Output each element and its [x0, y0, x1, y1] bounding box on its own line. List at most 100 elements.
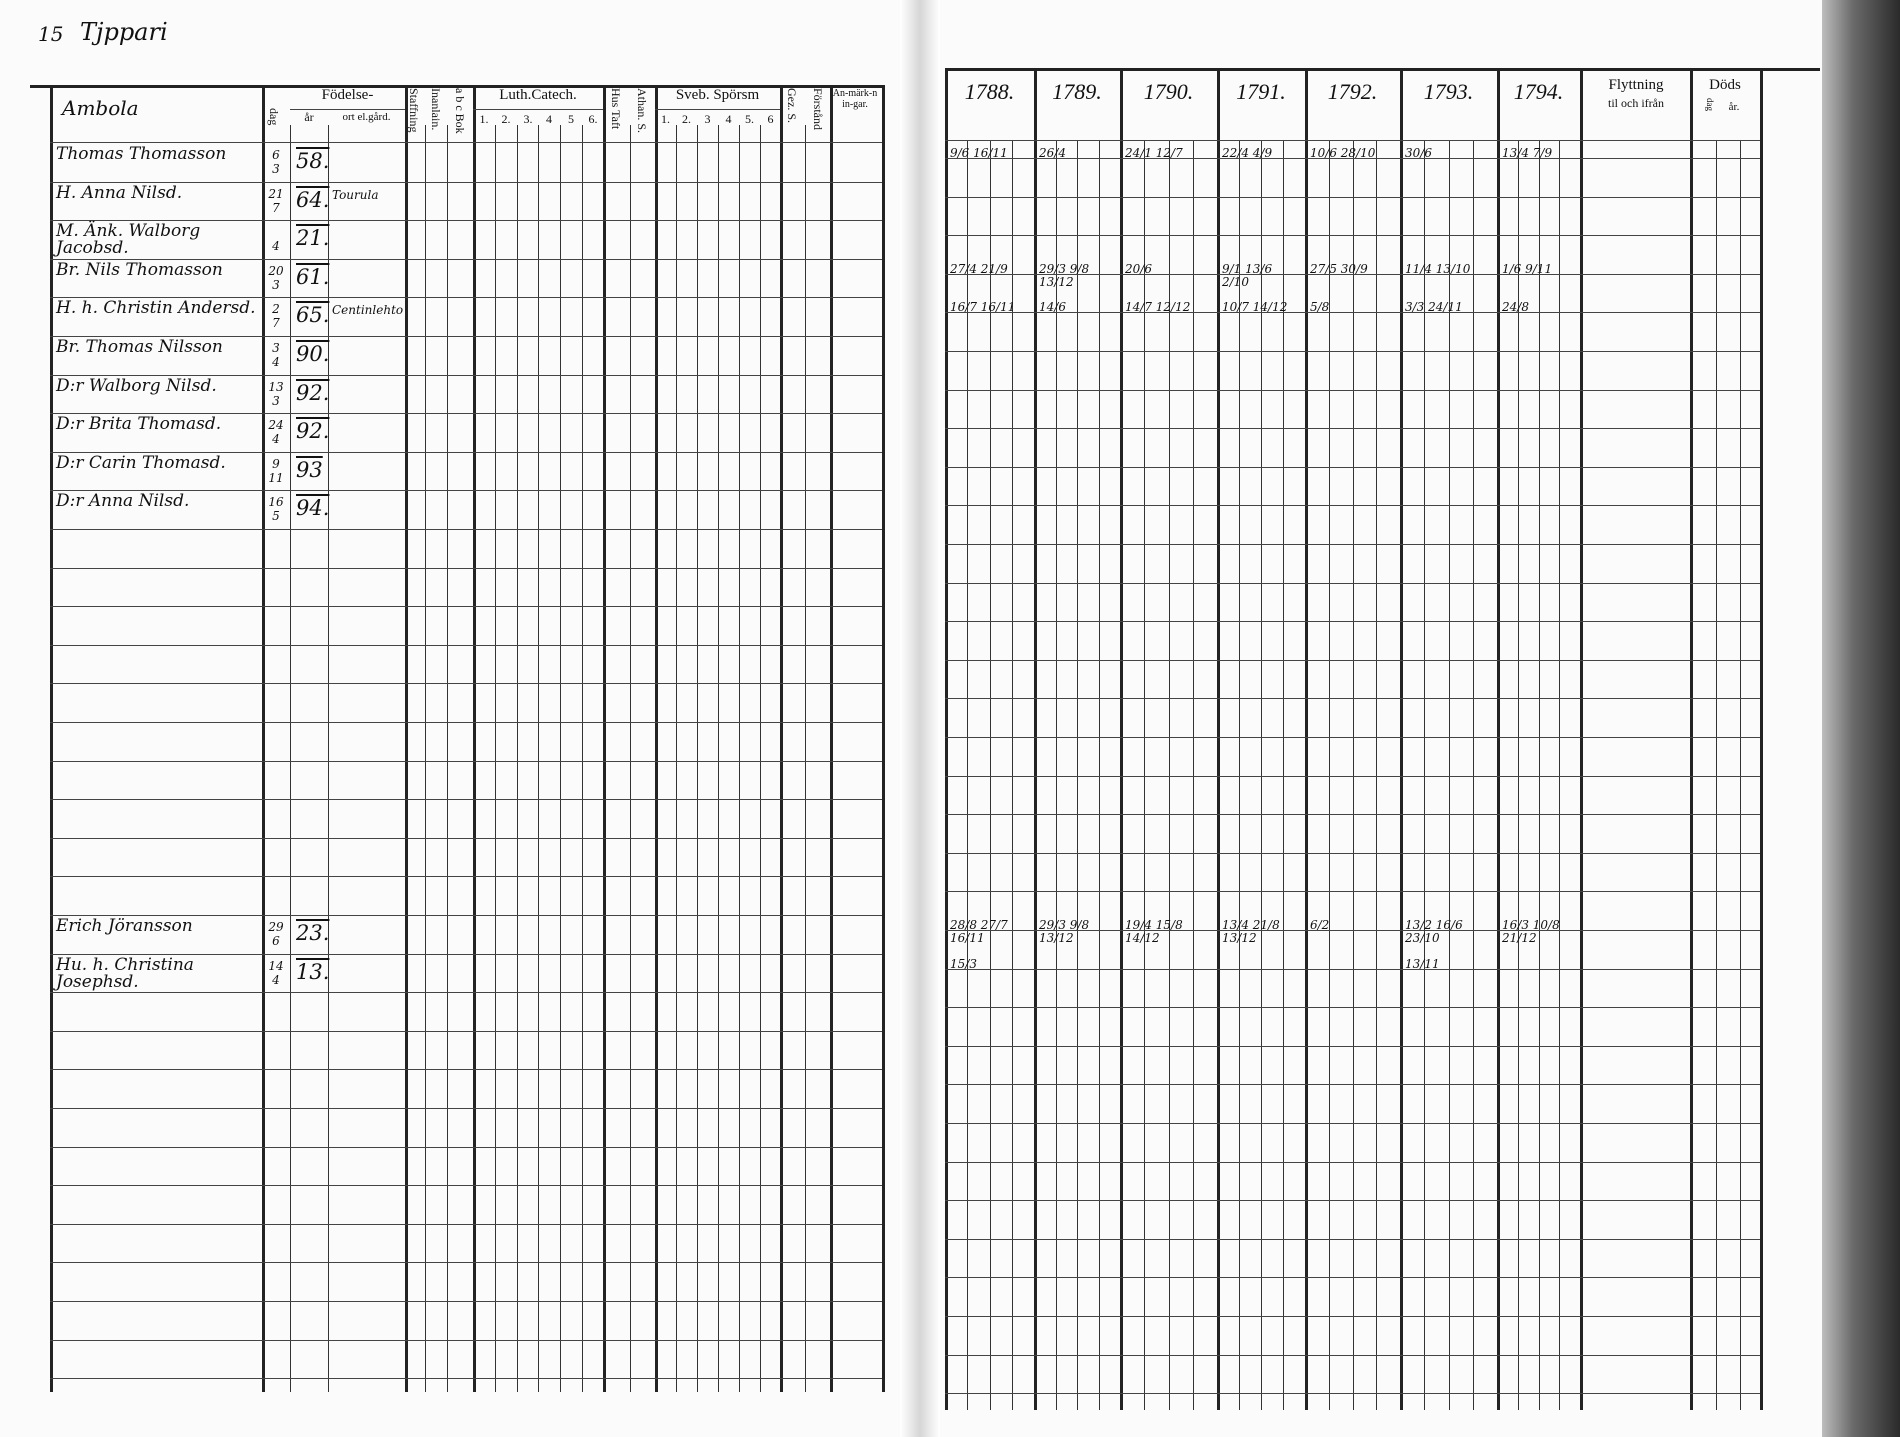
sub-column-rule — [1144, 140, 1146, 1410]
birth-year: 61. — [296, 264, 330, 289]
row-rule — [50, 1339, 882, 1341]
top-rule — [30, 85, 885, 88]
luth-sub-header: 2. — [501, 112, 511, 126]
catechism-mark: 15/3 — [950, 956, 977, 971]
person-name: Br. Nils Thomasson — [56, 259, 223, 280]
sub-column-rule — [1740, 140, 1741, 1410]
header-gez: Gez. S. — [785, 88, 799, 123]
row-rule — [50, 1030, 882, 1032]
catechism-mark: 1/6 9/11 — [1502, 261, 1553, 276]
person-name: D:r Carin Thomasd. — [56, 452, 226, 473]
sub-column-rule — [1011, 140, 1013, 1410]
birth-month: 4 — [272, 972, 280, 987]
sub-column-rule — [967, 140, 969, 1410]
row-rule — [50, 606, 882, 608]
column-rule — [538, 125, 539, 1392]
birth-year: 93 — [296, 457, 323, 482]
row-rule — [945, 1354, 1760, 1356]
year-header: 1789. — [1052, 79, 1102, 104]
row-rule — [945, 1200, 1760, 1202]
catechism-mark: 9/6 16/11 — [950, 146, 1008, 160]
header-ort: ort el.gård. — [342, 111, 391, 123]
person-name: Thomas Thomasson — [56, 144, 227, 164]
column-rule — [560, 125, 561, 1392]
row-rule — [50, 992, 882, 994]
row-rule — [945, 775, 1760, 777]
birth-month: 3 — [272, 393, 280, 408]
catechism-mark: 13/4 7/9 — [1502, 146, 1553, 160]
row-rule — [50, 1185, 882, 1187]
row-rule — [50, 1108, 882, 1109]
person-name: D:r Brita Thomasd. — [56, 414, 222, 435]
header-forstand: Förstånd — [811, 88, 825, 130]
catechism-mark: 30/6 — [1405, 146, 1432, 160]
header-inanlain: Inanlain. — [429, 88, 443, 131]
birth-day: 29 — [268, 920, 284, 934]
year-column-rule — [1217, 68, 1220, 1410]
birth-year: 92. — [296, 419, 330, 444]
header-hus-taft: Hus Taft — [609, 88, 623, 130]
catechism-mark: 27/4 21/9 — [950, 261, 1008, 276]
sveb-sub-header: 2. — [682, 112, 691, 126]
sub-column-rule — [1538, 140, 1540, 1410]
header-ar: år — [304, 110, 314, 124]
sub-column-rule — [1239, 140, 1240, 1410]
header-rule — [945, 140, 1760, 141]
birth-day: 24 — [268, 418, 284, 433]
row-rule — [945, 891, 1760, 893]
row-rule — [50, 451, 882, 453]
header-athan: Athan. S. — [635, 88, 649, 133]
year-header: 1793. — [1423, 79, 1474, 104]
year-column-rule — [1120, 68, 1123, 1410]
place-name: Tjppari — [80, 18, 168, 46]
book-spine — [1822, 0, 1900, 1437]
row-rule — [945, 698, 1760, 700]
catechism-mark: 27/5 30/9 — [1310, 261, 1368, 276]
row-rule — [50, 837, 882, 839]
catechism-mark: 13/11 — [1405, 956, 1440, 971]
row-rule — [50, 181, 882, 183]
header-rule — [50, 142, 882, 143]
catechism-mark: 13/2 16/6 23/10 — [1405, 918, 1463, 945]
row-rule — [945, 930, 1760, 931]
sub-column-rule — [1376, 140, 1378, 1410]
birth-year: 94. — [296, 496, 330, 521]
column-rule — [805, 125, 806, 1392]
year-column-rule — [1497, 68, 1500, 1410]
birth-month: 11 — [268, 470, 284, 485]
birth-month: 3 — [272, 162, 280, 176]
sub-column-rule — [1716, 140, 1717, 1410]
header-dods: Döds — [1709, 77, 1741, 93]
column-rule — [830, 85, 833, 1392]
column-rule — [262, 85, 265, 1392]
header-luth-catech: Luth.Catech. — [499, 87, 577, 103]
person-name: D:r Anna Nilsd. — [56, 491, 190, 512]
column-rule — [50, 85, 53, 1392]
year-column-rule — [1305, 68, 1308, 1410]
row-rule — [945, 235, 1760, 237]
person-name: D:r Walborg Nilsd. — [56, 375, 217, 396]
row-rule — [50, 258, 882, 260]
year-header: 1791. — [1236, 79, 1286, 104]
birth-day: 2 — [272, 302, 280, 317]
birth-month: 4 — [272, 239, 280, 254]
row-rule — [945, 273, 1760, 275]
catechism-mark: 10/6 28/10 — [1310, 146, 1376, 160]
catechism-mark: 28/8 27/7 16/11 — [950, 918, 1008, 945]
column-rule — [582, 125, 583, 1392]
birth-day: 14 — [268, 958, 284, 973]
year-column-rule — [1580, 68, 1583, 1410]
column-rule — [655, 85, 658, 1392]
person-name: Hu. h. Christina Josephsd. — [56, 954, 194, 992]
luth-sub-header: 3. — [523, 112, 533, 126]
header-flyttning-sub: til och ifrån — [1608, 96, 1664, 110]
catechism-mark: 16/7 16/11 — [950, 300, 1016, 315]
row-rule — [945, 1007, 1760, 1009]
year-header: 1794. — [1513, 79, 1564, 104]
sub-column-rule — [1055, 140, 1057, 1410]
row-rule — [50, 1223, 882, 1225]
row-rule — [50, 1146, 882, 1148]
birth-month: 7 — [272, 316, 280, 331]
column-rule — [517, 125, 518, 1392]
column-rule — [780, 85, 783, 1392]
